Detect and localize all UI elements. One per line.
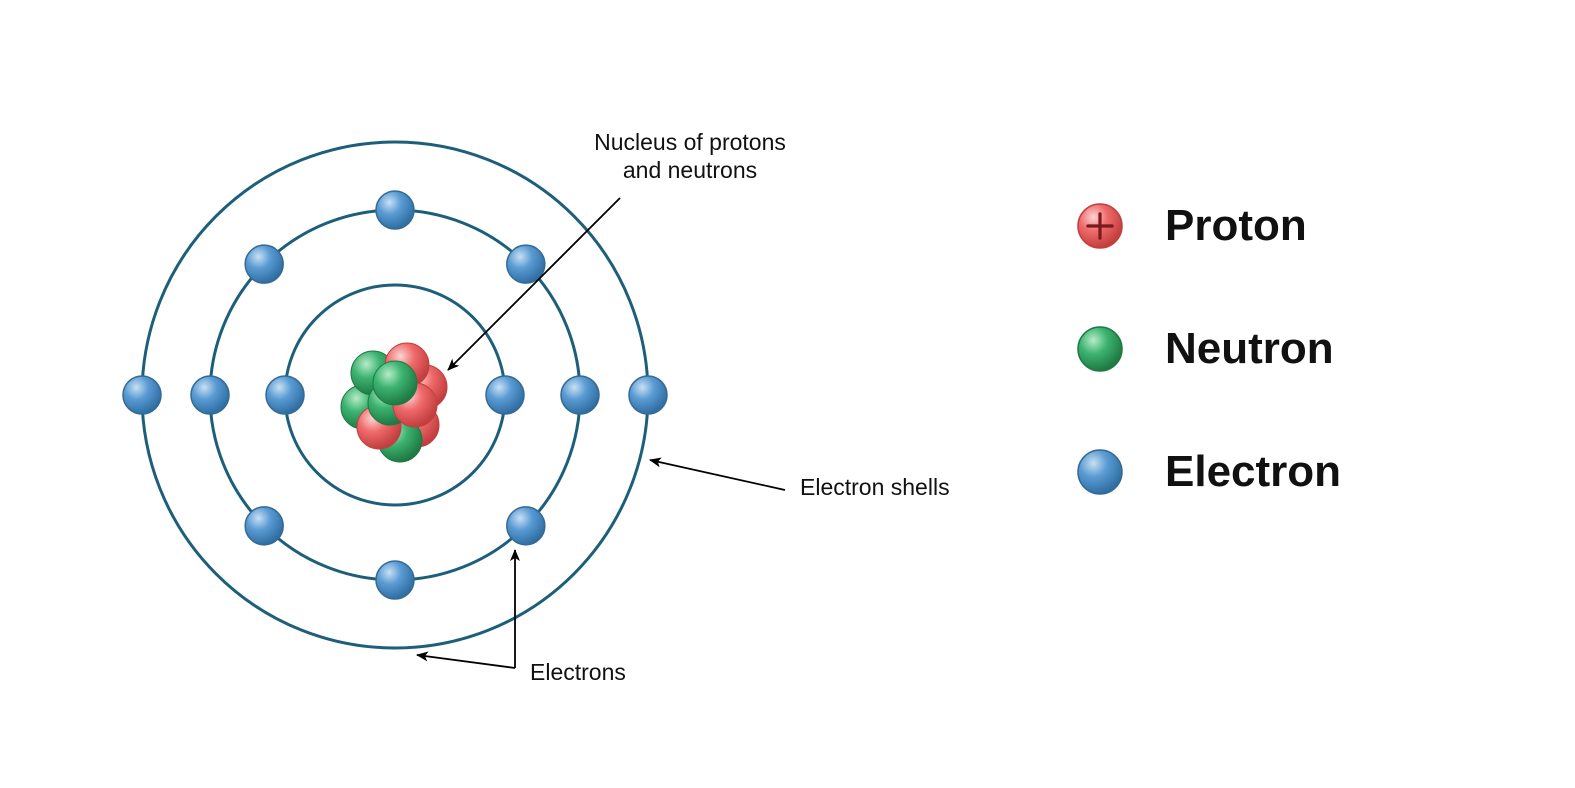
electron-particle (376, 561, 414, 599)
electron-particle (376, 191, 414, 229)
electrons-label: Electrons (530, 659, 626, 685)
shells-label: Electron shells (800, 474, 950, 500)
neutron-particle (373, 361, 417, 405)
electron-particle (123, 376, 161, 414)
legend-label-neutron: Neutron (1165, 324, 1334, 374)
electron-particle (245, 507, 283, 545)
legend-row-electron: Electron (1075, 446, 1341, 498)
proton-icon (1075, 201, 1125, 251)
electron-particle (629, 376, 667, 414)
legend-label-proton: Proton (1165, 201, 1307, 251)
electron-particle (245, 245, 283, 283)
electron-particle (191, 376, 229, 414)
legend-label-electron: Electron (1165, 447, 1341, 497)
electrons-arrow-1 (417, 655, 515, 668)
nucleus-arrow (448, 198, 620, 370)
shells-arrow (650, 460, 785, 490)
electron-particle (507, 245, 545, 283)
nucleus-label-line-2: and neutrons (623, 157, 757, 183)
electron-particle (507, 507, 545, 545)
electron-particle (561, 376, 599, 414)
legend-row-proton: Proton (1075, 200, 1341, 252)
electron-particle (266, 376, 304, 414)
legend-row-neutron: Neutron (1075, 323, 1341, 375)
electron-particle (486, 376, 524, 414)
electron-icon (1075, 447, 1125, 497)
particle-legend: Proton Neutron Electron (1075, 200, 1341, 498)
neutron-icon (1075, 324, 1125, 374)
nucleus-label-line-1: Nucleus of protons (594, 129, 786, 155)
